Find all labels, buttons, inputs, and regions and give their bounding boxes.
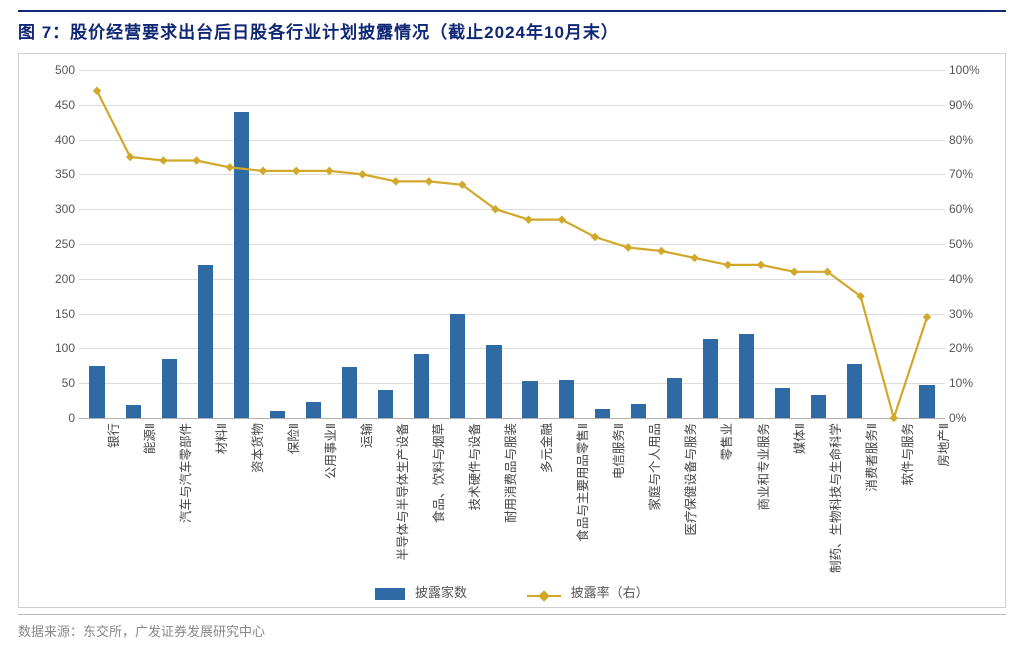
y-left-tick: 300 [21,202,75,216]
line-marker [790,268,798,276]
x-category-label: 耐用消费品与服装 [500,423,519,523]
line-marker [93,87,101,95]
y-right-tick: 80% [949,133,1003,147]
x-category-label: 食品与主要用品零售Ⅱ [572,423,591,542]
y-right-tick: 70% [949,167,1003,181]
y-left-tick: 250 [21,237,75,251]
x-category-label: 材料Ⅱ [211,423,230,454]
x-category-label: 运输 [356,423,375,448]
x-category-label: 半导体与半导体生产设备 [392,423,411,561]
y-right-tick: 10% [949,376,1003,390]
y-left-tick: 350 [21,167,75,181]
legend-bar-label: 披露家数 [415,585,467,600]
line-marker [724,261,732,269]
y-right-tick: 40% [949,272,1003,286]
x-category-label: 资本货物 [247,423,266,473]
y-right-tick: 60% [949,202,1003,216]
line-marker [425,177,433,185]
x-axis-categories: 银行能源Ⅱ 汽车与汽车零部件材料Ⅱ 资本货物保险Ⅱ 公用事业Ⅱ 运输半导体与半导体生产设… [79,419,945,567]
x-category-label: 能源Ⅱ [139,423,158,454]
data-source: 数据来源：东交所，广发证券发展研究中心 [18,614,1006,640]
legend-line-label: 披露率（右） [571,585,649,600]
x-category-label: 保险Ⅱ [283,423,302,454]
line-marker [757,261,765,269]
x-category-label: 多元金融 [536,423,555,473]
y-right-tick: 90% [949,98,1003,112]
y-left-tick: 500 [21,63,75,77]
legend-item-bar: 披露家数 [375,582,467,601]
y-left-tick: 150 [21,307,75,321]
x-category-label: 家庭与个人用品 [644,423,663,511]
line-marker [226,163,234,171]
y-left-tick: 450 [21,98,75,112]
line-marker [524,215,532,223]
line-marker [657,247,665,255]
legend-item-line: 披露率（右） [527,582,649,601]
y-right-tick: 100% [949,63,1003,77]
x-category-label: 电信服务Ⅱ [608,423,627,479]
line-marker [392,177,400,185]
y-left-tick: 400 [21,133,75,147]
y-right-tick: 20% [949,341,1003,355]
y-left-tick: 0 [21,411,75,425]
x-category-label: 制药、生物科技与生命科学 [825,423,844,573]
line-series [79,70,945,418]
x-category-label: 媒体Ⅱ [789,423,808,454]
line-marker [292,167,300,175]
line-marker [690,254,698,262]
x-category-label: 零售业 [716,423,735,461]
line-marker [159,156,167,164]
line-marker [591,233,599,241]
x-category-label: 银行 [103,423,122,448]
x-category-label: 消费者服务Ⅱ [861,423,880,492]
y-right-tick: 0% [949,411,1003,425]
x-category-label: 软件与服务 [897,423,916,486]
line-marker [325,167,333,175]
x-category-label: 公用事业Ⅱ [320,423,339,479]
line-marker [358,170,366,178]
chart-frame: 0 50 100 150 200 250 300 350 400 450 500 0% 10% 20% 3… [18,53,1006,608]
line-marker [192,156,200,164]
legend-swatch-bar [375,588,405,600]
x-category-label: 房地产Ⅱ [933,423,952,467]
x-category-label: 技术硬件与设备 [464,423,483,511]
line-marker [558,215,566,223]
y-left-tick: 50 [21,376,75,390]
line-path [97,91,927,418]
page: 图 7：股价经营要求出台后日股各行业计划披露情况（截止2024年10月末） 0 5… [0,0,1024,646]
plot-area [79,70,945,419]
legend-swatch-line [527,592,561,600]
line-marker [126,153,134,161]
y-left-tick: 100 [21,341,75,355]
y-right-tick: 30% [949,307,1003,321]
x-category-label: 汽车与汽车零部件 [175,423,194,523]
line-marker [923,313,931,321]
x-category-label: 商业和专业服务 [753,423,772,511]
x-category-label: 食品、饮料与烟草 [428,423,447,523]
figure-title: 图 7：股价经营要求出台后日股各行业计划披露情况（截止2024年10月末） [18,10,1006,49]
legend: 披露家数 披露率（右） [19,582,1005,601]
x-category-label: 医疗保健设备与服务 [680,423,699,536]
line-marker [624,243,632,251]
y-left-tick: 200 [21,272,75,286]
y-right-tick: 50% [949,237,1003,251]
line-marker [259,167,267,175]
